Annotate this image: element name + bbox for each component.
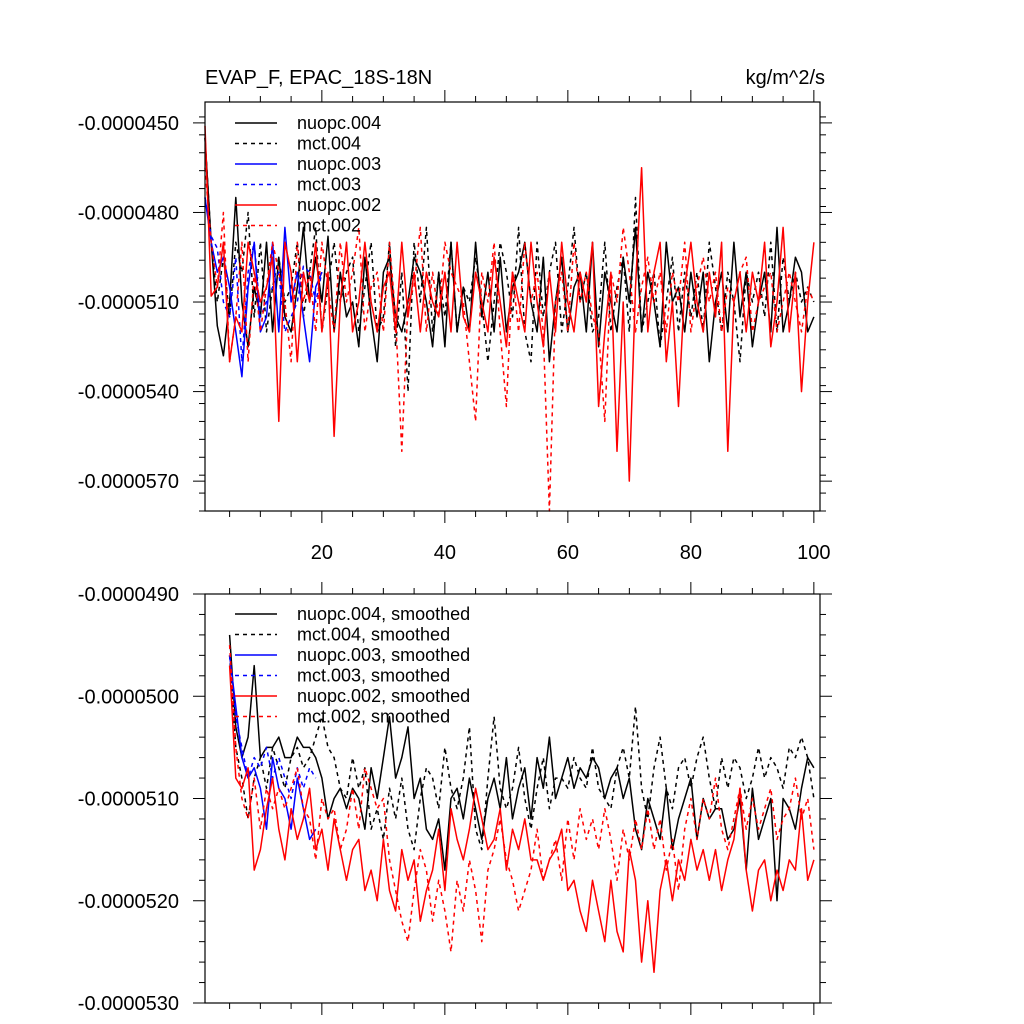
x-tick-label: 80 [680, 542, 702, 564]
y-tick-label: -0.0000450 [78, 113, 179, 135]
series-line-nuopc-003-smoothed [228, 655, 317, 841]
y-tick-label: -0.0000490 [78, 584, 179, 606]
series-layer [204, 125, 815, 512]
legend-label-nuopc-003: nuopc.003 [297, 154, 381, 174]
x-tick-label: 40 [434, 542, 456, 564]
x-tick-label: 100 [797, 542, 830, 564]
legend-label-mct-002-smoothed: mct.002, smoothed [297, 707, 450, 727]
legend: nuopc.004mct.004nuopc.003mct.003nuopc.00… [235, 113, 381, 236]
units-label: kg/m^2/s [746, 67, 825, 89]
x-tick-label: 60 [557, 542, 579, 564]
y-tick-label: -0.0000520 [78, 891, 179, 913]
legend-label-nuopc-004-smoothed: nuopc.004, smoothed [297, 604, 470, 624]
y-tick-label: -0.0000570 [78, 471, 179, 493]
chart-title: EVAP_F, EPAC_18S-18N [205, 67, 432, 89]
series-line-mct-004-smoothed [228, 655, 815, 851]
axis-layer: -0.0000450 -0.0000480 -0.0000510 -0.0000540… [78, 90, 832, 564]
plot-frame [204, 593, 821, 1004]
legend-label-mct-004: mct.004 [297, 134, 361, 154]
plot-frame [204, 101, 821, 512]
legend-label-nuopc-004: nuopc.004 [297, 113, 381, 133]
series-line-mct-003 [204, 197, 323, 363]
series-layer [228, 634, 815, 974]
series-line-nuopc-002-smoothed [228, 665, 815, 974]
y-tick-label: -0.0000530 [78, 993, 179, 1015]
x-tick-label: 20 [311, 542, 333, 564]
y-tick-label: -0.0000510 [78, 789, 179, 811]
legend-label-mct-002: mct.002 [297, 216, 361, 236]
y-tick-label: -0.0000510 [78, 292, 179, 314]
evap-timeseries-panel: EVAP_F, EPAC_18S-18N kg/m^2/s -0.0000450… [78, 67, 832, 564]
legend-label-mct-004-smoothed: mct.004, smoothed [297, 625, 450, 645]
legend-label-mct-003-smoothed: mct.003, smoothed [297, 666, 450, 686]
legend-label-nuopc-003-smoothed: nuopc.003, smoothed [297, 645, 470, 665]
evap-smoothed-panel: -0.0000490 -0.0000500 -0.0000510 -0.0000520… [78, 582, 832, 1015]
series-line-mct-002 [204, 167, 815, 512]
series-line-mct-002-smoothed [228, 645, 815, 953]
legend-label-nuopc-002-smoothed: nuopc.002, smoothed [297, 686, 470, 706]
legend-label-mct-003: mct.003 [297, 175, 361, 195]
y-tick-label: -0.0000500 [78, 686, 179, 708]
y-tick-label: -0.0000540 [78, 382, 179, 404]
axis-layer: -0.0000490 -0.0000500 -0.0000510 -0.0000520… [78, 582, 832, 1015]
y-tick-label: -0.0000480 [78, 202, 179, 224]
legend-label-nuopc-002: nuopc.002 [297, 195, 381, 215]
series-line-mct-004 [204, 137, 815, 393]
